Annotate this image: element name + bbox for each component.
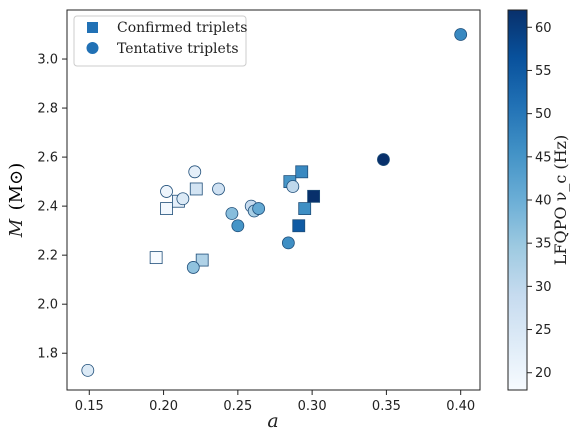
confirmed-triplet-marker <box>160 202 173 215</box>
confirmed-triplet-marker <box>295 165 309 179</box>
y-tick-label: 2.6 <box>37 151 58 166</box>
colorbar-tick-label: 35 <box>535 237 552 252</box>
legend: Confirmed triplets Tentative triplets <box>73 15 248 67</box>
colorbar-tick-label: 20 <box>535 366 552 381</box>
y-axis-label-symbol: M <box>6 218 27 238</box>
colorbar-tick-label: 30 <box>535 280 552 295</box>
confirmed-triplet-marker <box>307 189 321 203</box>
tentative-triplet-marker <box>454 28 468 41</box>
tentative-triplet-marker <box>252 202 266 215</box>
y-axis-ticks: 1.8 2.0 2.2 2.4 2.6 2.8 3.0 <box>37 53 67 362</box>
x-tick-label: 0.30 <box>298 399 327 414</box>
x-tick-label: 0.20 <box>149 399 178 414</box>
colorbar-tick-label: 50 <box>535 107 552 122</box>
colorbar-tick-label: 25 <box>535 323 552 338</box>
y-tick-label: 2.8 <box>37 102 58 117</box>
tentative-triplet-marker <box>281 236 295 250</box>
y-tick-label: 2.4 <box>37 200 58 215</box>
colorbar-tick-label: 45 <box>535 150 552 165</box>
legend-square-marker <box>87 22 98 33</box>
tentative-triplet-marker <box>377 153 390 166</box>
tentative-triplet-marker <box>81 363 95 377</box>
y-tick-label: 2.2 <box>37 249 58 264</box>
legend-confirmed-label: Confirmed triplets <box>117 20 248 36</box>
tentative-triplet-marker <box>160 185 173 198</box>
x-axis-label: a <box>267 410 278 432</box>
svg-text:M (M⊙): M (M⊙) <box>6 163 27 239</box>
confirmed-triplet-marker <box>195 253 209 267</box>
colorbar-gradient <box>507 9 528 391</box>
confirmed-triplet-marker <box>298 202 312 215</box>
y-tick-label: 2.0 <box>37 298 58 313</box>
confirmed-triplet-marker <box>149 251 163 265</box>
x-tick-label: 0.35 <box>372 399 401 414</box>
tentative-triplet-marker <box>188 165 202 179</box>
legend-tentative-label: Tentative triplets <box>117 41 239 57</box>
legend-circle-marker <box>86 42 99 54</box>
x-tick-label: 0.40 <box>446 399 475 414</box>
colorbar-tick-label: 60 <box>535 21 552 36</box>
y-tick-label: 1.8 <box>37 347 58 362</box>
tentative-triplet-marker <box>225 207 239 220</box>
y-axis-label: M (M⊙) <box>6 163 27 239</box>
tentative-triplet-marker <box>186 261 200 274</box>
y-axis-label-unit: (M⊙) <box>6 163 27 211</box>
colorbar-ticks: 20 25 30 35 40 45 50 55 60 <box>527 21 552 381</box>
x-axis-ticks: 0.15 0.20 0.25 0.30 0.35 0.40 <box>75 390 475 414</box>
legend-box <box>73 15 247 67</box>
confirmed-triplet-marker <box>292 219 306 233</box>
x-tick-label: 0.25 <box>223 399 252 414</box>
tentative-triplet-marker <box>212 182 225 196</box>
tentative-triplet-marker <box>176 192 190 206</box>
colorbar-label: LFQPO ν_c (Hz) <box>551 135 570 265</box>
y-tick-label: 3.0 <box>37 53 58 68</box>
x-tick-label: 0.15 <box>75 399 104 414</box>
confirmed-triplet-marker <box>189 182 203 196</box>
tentative-triplet-marker <box>231 219 245 233</box>
colorbar-tick-label: 40 <box>535 194 552 209</box>
tentative-triplet-marker <box>286 180 300 193</box>
plot-area <box>66 9 481 391</box>
colorbar: 20 25 30 35 40 45 50 55 60 LFQPO ν_c (Hz) <box>507 9 570 391</box>
colorbar-tick-label: 55 <box>535 64 552 79</box>
data-markers <box>81 28 468 377</box>
